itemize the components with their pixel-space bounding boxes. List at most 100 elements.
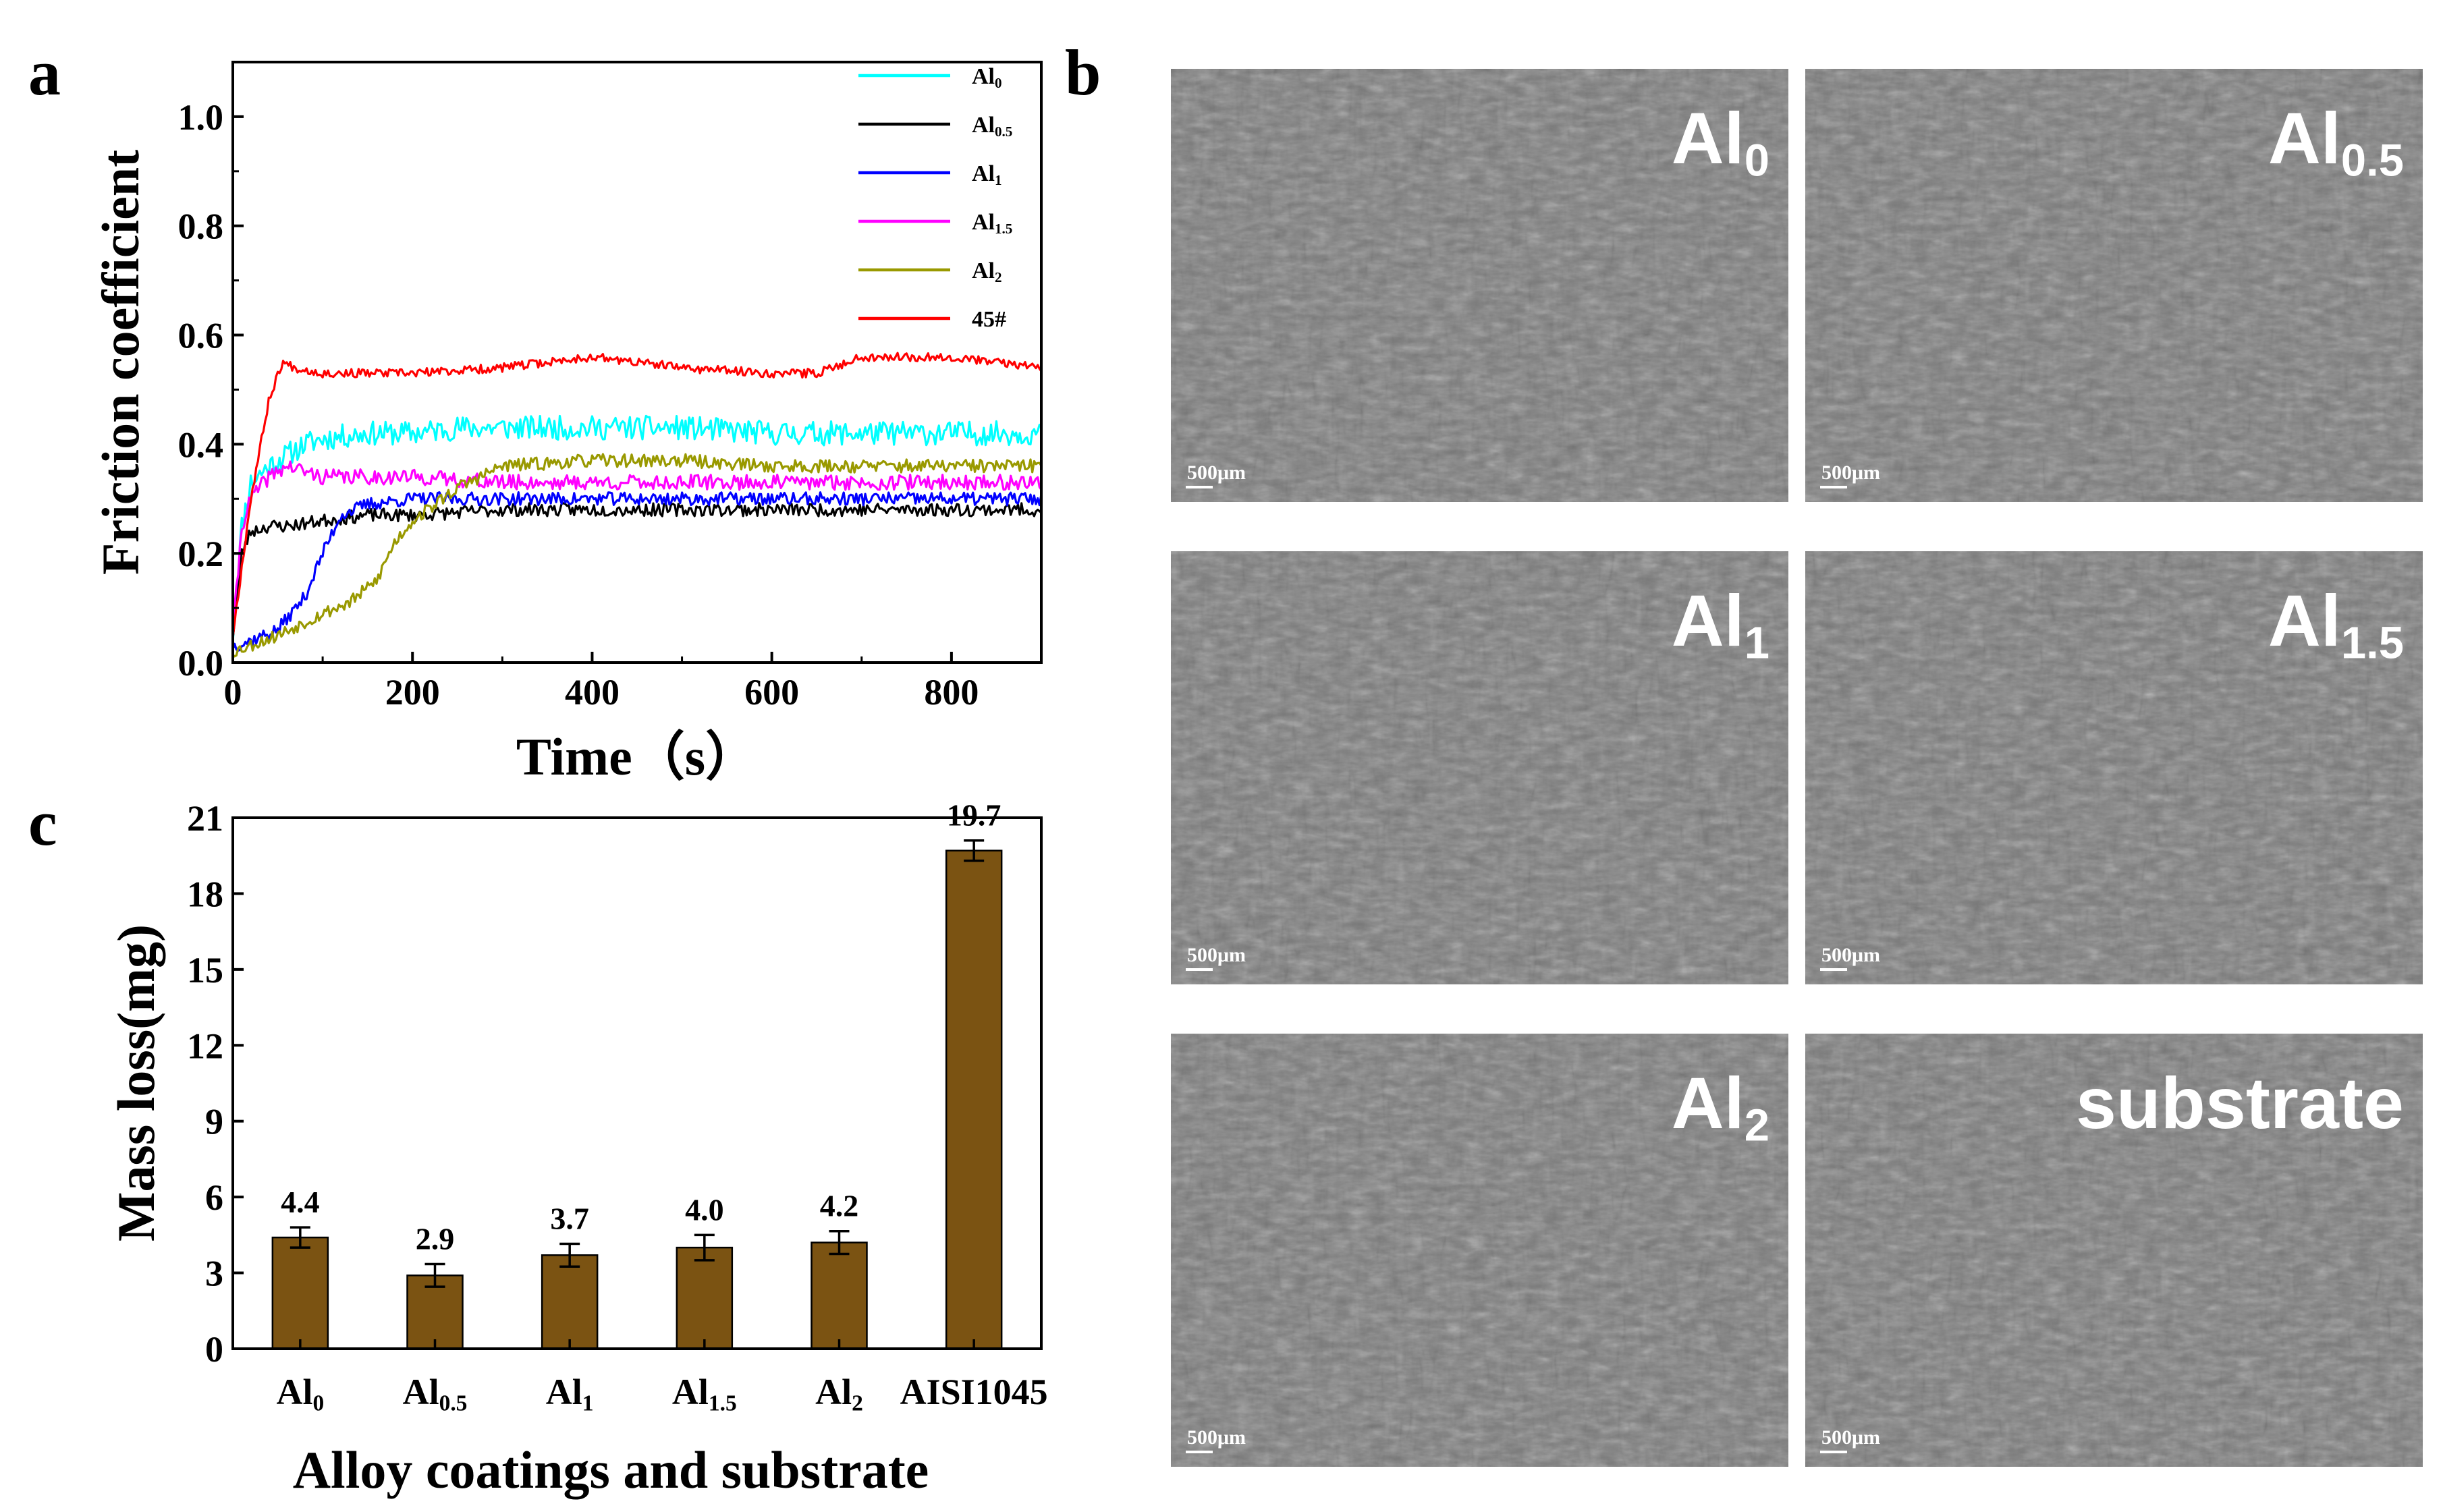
sem-image-wear-track <box>1805 1034 2423 1467</box>
legend-label-2-main: Al <box>972 161 995 186</box>
legend-label-0-main: Al <box>972 64 995 89</box>
friction-y-tick-label: 0.0 <box>178 643 224 683</box>
mass-loss-plot-frame <box>231 816 1043 1350</box>
sem-image-0: Al0 500μm <box>1171 69 1788 502</box>
mass-loss-category-label: Al1 <box>546 1372 594 1416</box>
friction-series-group <box>231 352 1043 658</box>
mass-loss-bar <box>811 1241 868 1350</box>
sem-image-label-main: Al <box>2268 97 2341 179</box>
friction-series-line-1 <box>231 502 1043 639</box>
friction-y-axis-title: Friction coefficient <box>91 150 150 575</box>
sem-scale-label: 500μm <box>1821 1426 1880 1449</box>
mass-loss-bar <box>676 1246 734 1350</box>
friction-x-tick-label: 600 <box>744 672 799 712</box>
sem-image-label: Al2 <box>1672 1062 1769 1151</box>
mass-loss-bar <box>541 1254 599 1350</box>
friction-x-tick-label: 0 <box>224 672 242 712</box>
sem-image-label-sub: 1 <box>1745 618 1769 669</box>
mass-loss-category-label-sub: 1 <box>582 1391 594 1416</box>
legend-label-1: Al0.5 <box>972 113 1012 140</box>
friction-y-tick-label: 0.8 <box>178 206 224 247</box>
mass-loss-y-tick-label: 6 <box>205 1177 223 1218</box>
sem-image-label: Al0 <box>1672 97 1769 186</box>
sem-image-3: Al1.5 500μm <box>1805 551 2423 984</box>
mass-loss-category-label-main: Al <box>276 1372 312 1412</box>
mass-loss-category-label-sub: 0 <box>312 1391 324 1416</box>
legend-label-2: Al1 <box>972 161 1002 188</box>
sem-scale-label: 500μm <box>1821 944 1880 966</box>
mass-loss-value-label: 3.7 <box>550 1201 589 1235</box>
sem-image-label-sub: 0 <box>1745 136 1769 186</box>
mass-loss-category-label-main: Al <box>546 1372 582 1412</box>
friction-series-line-5 <box>231 352 1043 638</box>
sem-image-label-sub: 0.5 <box>2341 136 2404 186</box>
sem-image-wear-track <box>1171 551 1788 984</box>
mass-loss-category-label: Al2 <box>815 1372 863 1416</box>
sem-image-wear-track <box>1805 551 2423 984</box>
mass-loss-category-label-main: Al <box>403 1372 439 1412</box>
sem-image-label-main: substrate <box>2076 1062 2404 1144</box>
mass-loss-bar <box>271 1236 329 1350</box>
friction-x-axis-title: Time（s） <box>516 727 758 786</box>
panel-letter-b: b <box>1065 36 1101 109</box>
sem-image-label-sub: 2 <box>1745 1100 1769 1151</box>
mass-loss-category-label: AISI1045 <box>900 1372 1048 1412</box>
legend-label-4: Al2 <box>972 258 1002 285</box>
sem-image-label-main: Al <box>1672 1062 1745 1144</box>
mass-loss-category-label-sub: 0.5 <box>439 1391 468 1416</box>
mass-loss-category-label-main: AISI1045 <box>900 1372 1048 1412</box>
sem-image-label-main: Al <box>1672 97 1745 179</box>
friction-y-tick-label: 0.6 <box>178 316 224 356</box>
legend-label-5-main: 45# <box>972 307 1006 332</box>
sem-image-label: Al0.5 <box>2268 97 2404 186</box>
legend-label-4-sub: 2 <box>995 269 1002 285</box>
panel-letter-c: c <box>28 787 57 859</box>
friction-x-tick-label: 200 <box>385 672 440 712</box>
legend-label-3-sub: 1.5 <box>995 221 1012 237</box>
mass-loss-y-tick-label: 3 <box>205 1254 223 1294</box>
sem-scale-label: 500μm <box>1821 461 1880 484</box>
mass-loss-category-label-main: Al <box>815 1372 852 1412</box>
friction-series-line-3 <box>231 460 1043 640</box>
friction-series-line-0 <box>231 414 1043 642</box>
sem-image-4: Al2 500μm <box>1171 1034 1788 1467</box>
sem-image-label-main: Al <box>1672 580 1745 661</box>
friction-ticks: 0 200 400 600 800 0.0 0.2 0.4 0.6 0.8 1.0 <box>178 61 979 712</box>
friction-series-line-2 <box>231 491 1043 652</box>
sem-image-label: Al1 <box>1672 580 1769 669</box>
mass-loss-y-axis-title: Mass loss(mg) <box>107 924 165 1241</box>
friction-x-tick-label: 400 <box>565 672 620 712</box>
mass-loss-value-label: 4.4 <box>281 1185 320 1219</box>
mass-loss-value-label: 19.7 <box>947 798 1001 833</box>
legend-label-1-sub: 0.5 <box>995 123 1012 140</box>
legend-label-2-sub: 1 <box>995 172 1002 188</box>
legend-label-0-sub: 0 <box>995 75 1002 91</box>
sem-image-5: substrate 500μm <box>1805 1034 2423 1467</box>
mass-loss-category-label: Al1.5 <box>672 1372 737 1416</box>
friction-x-tick-label: 800 <box>924 672 979 712</box>
sem-scale-label: 500μm <box>1187 461 1246 484</box>
sem-image-label: substrate <box>2076 1062 2404 1144</box>
sem-image-wear-track <box>1805 69 2423 502</box>
legend-label-1-main: Al <box>972 113 995 138</box>
legend-label-4-main: Al <box>972 258 995 283</box>
mass-loss-category-label-main: Al <box>672 1372 709 1412</box>
sem-image-2: Al1 500μm <box>1171 551 1788 984</box>
sem-image-1: Al0.5 500μm <box>1805 69 2423 502</box>
sem-image-label-main: Al <box>2268 580 2341 661</box>
mass-loss-ticks: 0 3 6 9 12 15 18 21 <box>187 798 244 1370</box>
mass-loss-bars: 4.4Al02.9Al0.53.7Al14.0Al1.54.2Al219.7AI… <box>271 798 1048 1416</box>
friction-y-tick-label: 0.2 <box>178 534 224 574</box>
friction-series-line-4 <box>231 453 1043 658</box>
mass-loss-y-tick-label: 18 <box>187 874 223 914</box>
legend-label-3-main: Al <box>972 210 995 235</box>
mass-loss-value-label: 2.9 <box>416 1221 455 1256</box>
sem-image-label-sub: 1.5 <box>2341 618 2404 669</box>
mass-loss-y-tick-label: 9 <box>205 1102 223 1142</box>
legend-label-0: Al0 <box>972 64 1002 91</box>
mass-loss-value-label: 4.0 <box>685 1192 724 1227</box>
legend-label-3: Al1.5 <box>972 210 1012 237</box>
